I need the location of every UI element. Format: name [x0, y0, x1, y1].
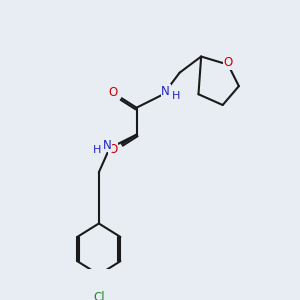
- Text: H: H: [171, 92, 180, 101]
- Text: N: N: [103, 139, 112, 152]
- Text: O: O: [109, 143, 118, 157]
- Text: O: O: [109, 86, 118, 99]
- Text: N: N: [161, 85, 170, 98]
- Text: H: H: [92, 145, 101, 155]
- Text: Cl: Cl: [93, 291, 105, 300]
- Text: O: O: [224, 56, 233, 69]
